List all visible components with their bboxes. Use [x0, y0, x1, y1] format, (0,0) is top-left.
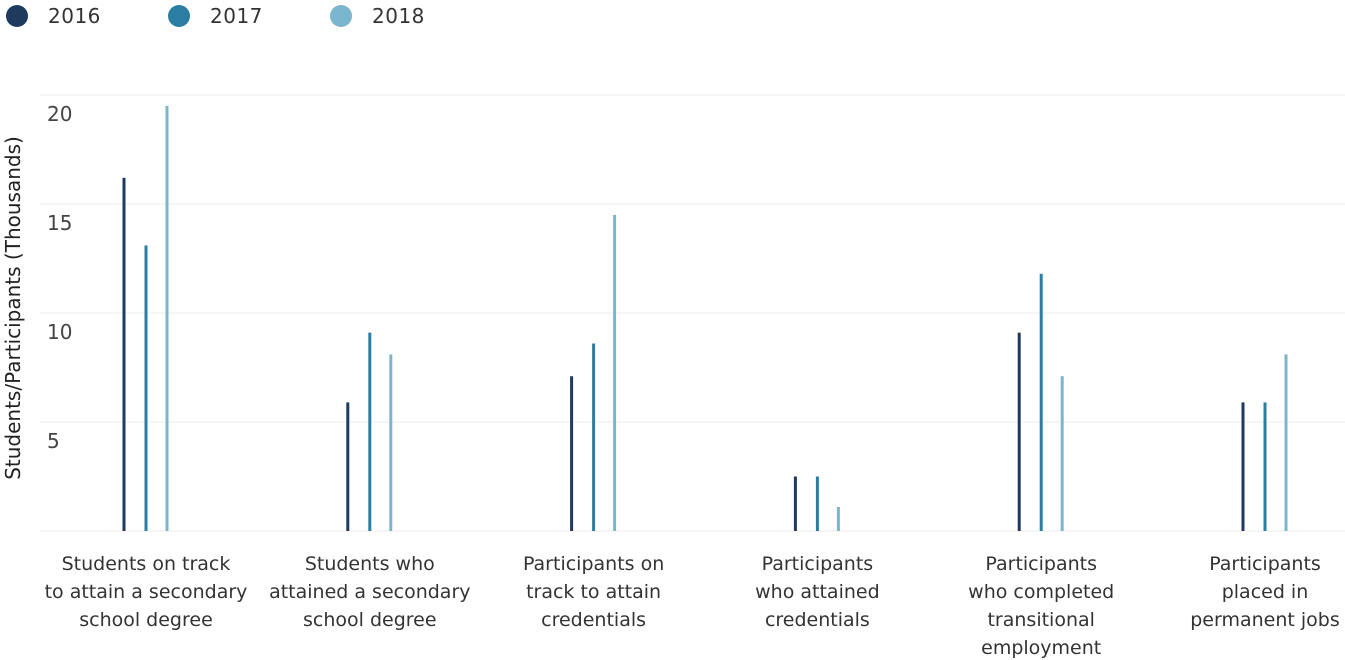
bar-2018-0 [165, 105, 169, 532]
bar-2018-3 [836, 507, 840, 531]
legend-swatch [168, 5, 190, 27]
y-axis-label: Students/Participants (Thousands) [1, 136, 25, 480]
x-category-label-line: Participants [1209, 553, 1321, 575]
x-category-label: Participants placed in permanent jobs [1190, 553, 1340, 631]
bar-2018-5 [1284, 354, 1288, 531]
x-category-label-line: who attained [755, 581, 880, 603]
x-category-label-line: attained a secondary [269, 581, 470, 603]
x-category-label-line: permanent jobs [1190, 609, 1340, 631]
x-category-label-line: credentials [765, 609, 870, 631]
x-category-label: Participants who attained credentials [755, 553, 880, 631]
legend-item-2016: 2016 [6, 4, 101, 28]
x-category-label: Participants on track to attain credential… [523, 553, 664, 631]
bar-2018-1 [389, 354, 393, 531]
x-category-label-line: school degree [79, 609, 213, 631]
y-tick-label: 20 [47, 102, 72, 126]
bar-2017-5 [1263, 402, 1267, 531]
legend-label: 2016 [48, 4, 101, 28]
x-category-label: Students on track to attain a secondary sc… [45, 553, 248, 631]
x-category-label-line: track to attain [526, 581, 661, 603]
x-category-label: Students who attained a secondary school d… [269, 553, 470, 631]
y-tick-label: 10 [47, 320, 72, 344]
x-category-label-line: credentials [541, 609, 646, 631]
bar-2016-5 [1241, 402, 1245, 531]
x-category-label-line: Students on track [62, 553, 231, 575]
bar-2017-0 [144, 245, 148, 532]
x-category-label-line: to attain a secondary [45, 581, 248, 603]
bar-2017-2 [592, 343, 596, 531]
bar-2016-4 [1017, 332, 1021, 531]
x-category-label-line: placed in [1222, 581, 1309, 603]
legend-swatch [6, 5, 28, 27]
bar-2017-3 [815, 476, 819, 531]
legend-item-2018: 2018 [330, 4, 425, 28]
x-category-label-line: Participants [985, 553, 1097, 575]
x-category-label-line: Participants on [523, 553, 664, 575]
bars [122, 105, 1288, 532]
y-tick-label: 5 [47, 429, 60, 453]
x-category-label-line: transitional [987, 609, 1094, 631]
legend-swatch [330, 5, 352, 27]
bar-2016-2 [570, 376, 574, 531]
x-category-label-line: who completed [968, 581, 1114, 603]
x-category-label-line: Students who [305, 553, 435, 575]
bar-2018-2 [613, 214, 617, 531]
legend-item-2017: 2017 [168, 4, 263, 28]
x-category-label-line: employment [981, 637, 1101, 659]
x-category-label: Participants who completed transitional emp… [968, 553, 1114, 659]
x-category-label-line: Participants [762, 553, 874, 575]
x-category-label-line: school degree [303, 609, 437, 631]
bar-2017-1 [368, 332, 372, 531]
legend-label: 2018 [372, 4, 425, 28]
bar-2018-4 [1060, 376, 1064, 531]
x-axis-category-labels: Students on track to attain a secondary sc… [45, 553, 1340, 659]
y-axis-ticks: 5 10 15 20 [47, 102, 72, 453]
gridlines [40, 94, 1345, 532]
legend-label: 2017 [210, 4, 263, 28]
bar-2016-0 [122, 177, 126, 531]
bar-2016-1 [346, 402, 350, 531]
bar-2017-4 [1039, 273, 1043, 531]
bar-2016-3 [793, 476, 797, 531]
y-tick-label: 15 [47, 211, 72, 235]
